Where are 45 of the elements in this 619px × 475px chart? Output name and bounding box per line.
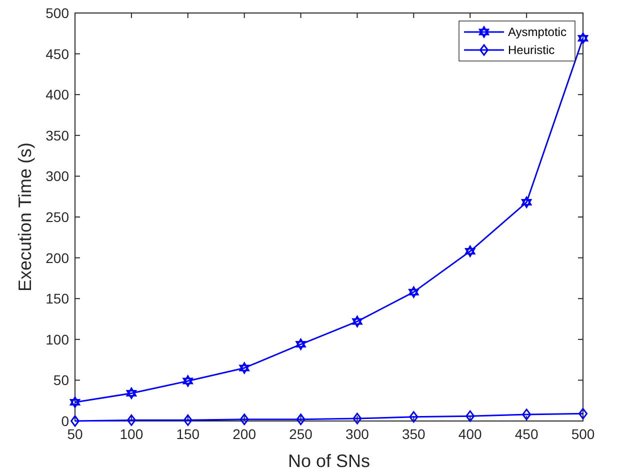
x-tick-label: 50 [67, 426, 83, 442]
y-tick-label: 50 [53, 372, 70, 388]
x-tick-label: 200 [232, 426, 256, 442]
point [183, 414, 192, 426]
y-tick-label: 0 [61, 413, 70, 429]
point [240, 414, 249, 426]
y-tick-label: 450 [46, 46, 70, 62]
y-tick-label: 350 [46, 127, 70, 144]
point [465, 246, 476, 258]
point [126, 388, 137, 400]
point [296, 338, 306, 350]
x-tick-label: 300 [346, 426, 370, 442]
point [352, 316, 362, 328]
point [70, 396, 80, 408]
x-tick-label: 150 [176, 426, 200, 442]
point [522, 408, 532, 420]
legend-label: Heuristic [508, 43, 555, 57]
y-tick-label: 500 [46, 5, 70, 21]
point [126, 414, 136, 426]
x-tick-label: 450 [514, 426, 538, 442]
y-axis-title: Execution Time (s) [15, 142, 35, 292]
x-tick-label: 500 [571, 426, 595, 442]
x-tick-label: 100 [120, 426, 144, 442]
y-tick-label: 250 [46, 209, 70, 225]
y-tick-label: 200 [46, 250, 70, 266]
y-tick-label: 400 [46, 86, 70, 103]
point [578, 32, 588, 44]
point [296, 414, 306, 426]
point [409, 411, 418, 423]
point [182, 375, 193, 387]
x-tick-label: 400 [458, 426, 482, 442]
point [239, 362, 250, 374]
point [466, 410, 475, 422]
point [70, 415, 80, 427]
legend-label: Aysmptotic [508, 25, 566, 39]
y-tick-label: 150 [46, 290, 70, 307]
point [521, 196, 532, 208]
point [578, 408, 588, 420]
y-tick-label: 100 [46, 331, 70, 348]
x-tick-label: 350 [402, 426, 426, 442]
point [408, 286, 419, 298]
x-tick-label: 250 [289, 426, 313, 442]
y-tick-label: 300 [46, 168, 70, 184]
point [352, 412, 362, 424]
x-axis-title: No of SNs [288, 451, 370, 471]
